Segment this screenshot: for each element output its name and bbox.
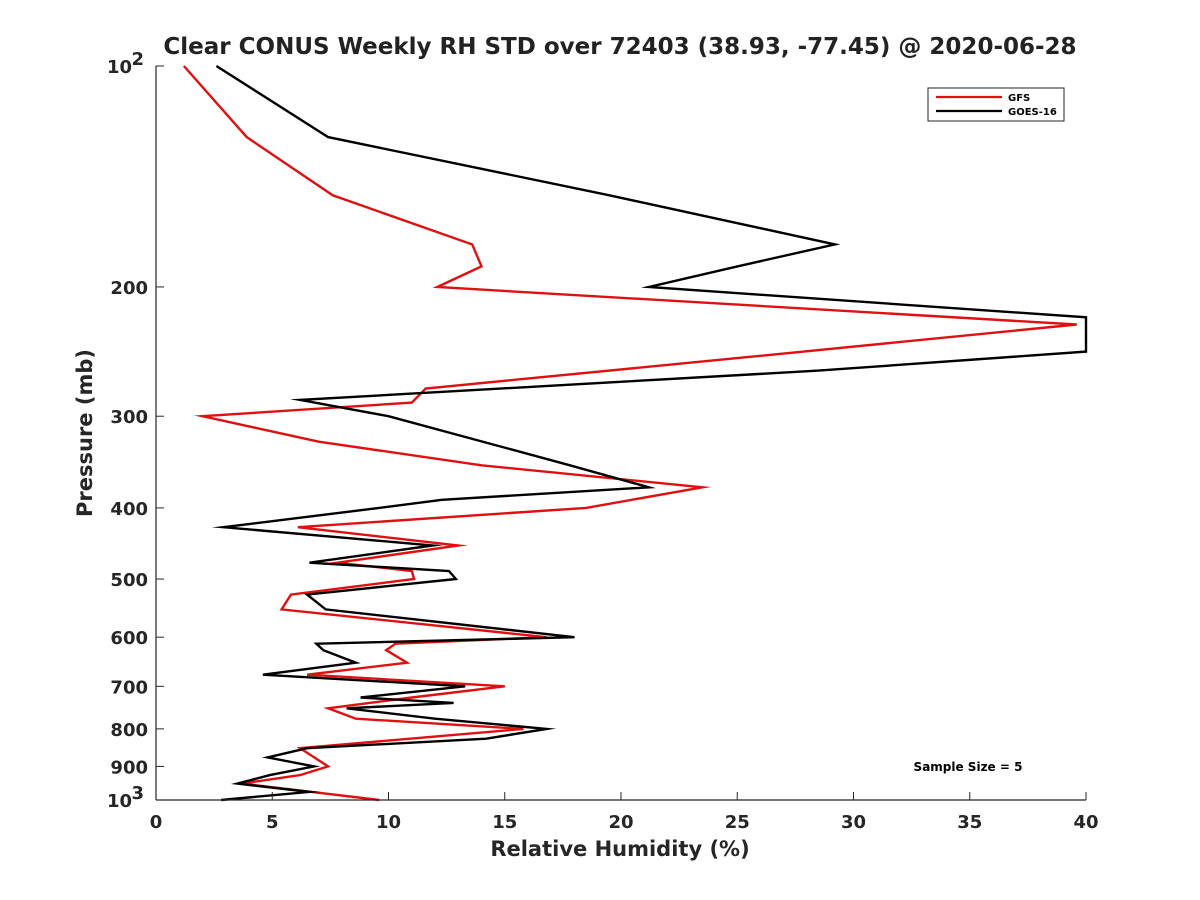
y-tick-label: 700 xyxy=(110,677,148,698)
x-tick-label: 35 xyxy=(957,812,982,833)
x-tick-label: 5 xyxy=(266,812,279,833)
x-tick-label: 15 xyxy=(492,812,517,833)
x-tick-label: 40 xyxy=(1073,812,1098,833)
chart-title: Clear CONUS Weekly RH STD over 72403 (38… xyxy=(163,34,1076,60)
y-axis-label: Pressure (mb) xyxy=(73,349,97,517)
legend: GFS GOES-16 xyxy=(927,87,1065,122)
y-tick-label: 800 xyxy=(110,720,148,741)
series-line-goes16 xyxy=(211,64,1088,802)
x-tick-label: 10 xyxy=(376,812,401,833)
y-tick-exponent: 3 xyxy=(131,783,144,804)
x-tick-label: 25 xyxy=(725,812,750,833)
y-tick-label: 10 xyxy=(107,57,132,78)
x-tick-label: 20 xyxy=(608,812,633,833)
y-tick-label: 300 xyxy=(110,407,148,428)
y-tick-label: 200 xyxy=(110,278,148,299)
y-tick-exponent: 2 xyxy=(131,49,144,70)
legend-box xyxy=(927,87,1065,122)
y-tick-label: 400 xyxy=(110,499,148,520)
x-tick-label: 30 xyxy=(841,812,866,833)
y-tick-label: 500 xyxy=(110,570,148,591)
x-tick-label: 0 xyxy=(150,812,163,833)
y-tick-label: 10 xyxy=(107,791,132,812)
y-tick-label: 600 xyxy=(110,628,148,649)
y-tick-label: 900 xyxy=(110,757,148,778)
legend-label-goes16: GOES-16 xyxy=(1008,107,1057,118)
legend-label-gfs: GFS xyxy=(1008,93,1030,104)
series-line-gfs xyxy=(183,65,1077,802)
x-axis-label: Relative Humidity (%) xyxy=(490,837,749,861)
sample-size-annotation: Sample Size = 5 xyxy=(914,760,1023,774)
